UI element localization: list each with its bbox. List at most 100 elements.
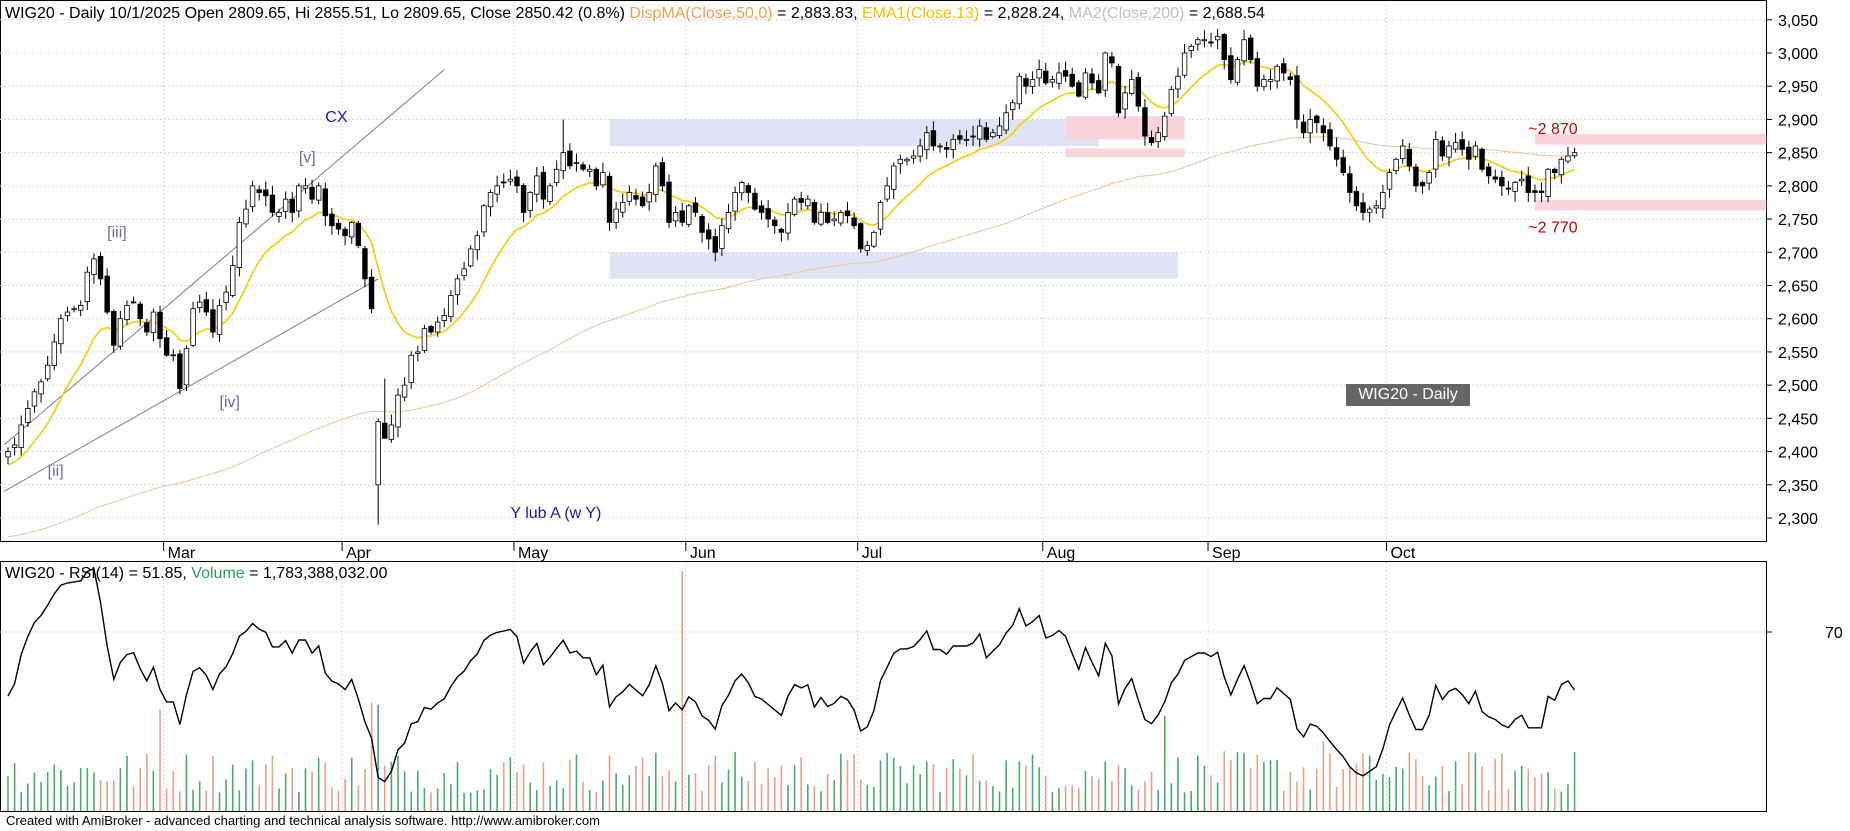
candle-up — [1400, 145, 1406, 160]
candle-up — [487, 192, 494, 208]
candle-down — [593, 168, 599, 187]
candle-up — [243, 208, 249, 225]
y-tick-label: 2,600 — [1778, 312, 1818, 329]
candle-down — [309, 186, 315, 200]
candle-up — [190, 308, 196, 346]
candle-up — [91, 258, 97, 275]
wave-label: ~2 870 — [1528, 121, 1577, 138]
candle-down — [712, 236, 718, 253]
candle-up — [653, 165, 659, 196]
candle-up — [1188, 45, 1194, 51]
x-tick-label: Apr — [346, 545, 372, 562]
candle-down — [137, 303, 143, 320]
candle-down — [1353, 191, 1360, 207]
candle-down — [170, 354, 176, 357]
candle-down — [1485, 166, 1492, 177]
grid-lines — [0, 1, 1766, 811]
candle-down — [851, 217, 857, 227]
candle-up — [38, 381, 44, 395]
candle-up — [1102, 52, 1108, 91]
candle-down — [659, 162, 666, 187]
candle-up — [527, 192, 533, 211]
candle-up — [78, 305, 84, 311]
candle-down — [1221, 34, 1227, 61]
candle-up — [84, 271, 91, 303]
candle-down — [368, 276, 375, 310]
candle-up — [838, 212, 844, 224]
ma200-path — [7, 136, 1575, 538]
x-axis-ticks: Mar Apr May Jun Jul Aug Sep Oct — [163, 541, 1416, 562]
candle-up — [1426, 172, 1432, 184]
candle-up — [553, 168, 560, 183]
candle-down — [97, 255, 104, 280]
rsi-header: WIG20 - RSI(14) = 51.85, — [5, 565, 191, 582]
candle-down — [520, 184, 527, 213]
candle-up — [18, 424, 24, 448]
candle-up — [672, 212, 679, 222]
candle-up — [434, 321, 441, 333]
y-tick-label: 2,750 — [1778, 212, 1818, 229]
candle-down — [1347, 173, 1353, 193]
ma50-value: = 2,883.83, — [777, 5, 862, 22]
candle-up — [560, 152, 566, 172]
candle-down — [1069, 73, 1075, 87]
candle-up — [626, 192, 633, 202]
y-tick-label: 2,650 — [1778, 279, 1818, 296]
candle-up — [831, 218, 837, 222]
candle-up — [467, 248, 474, 267]
candle-down — [1552, 168, 1558, 173]
candle-down — [514, 176, 520, 187]
candle-up — [1122, 92, 1128, 110]
candle-up — [1366, 208, 1373, 213]
candle-up — [600, 172, 606, 186]
candle-down — [1360, 202, 1366, 213]
candle-down — [1300, 121, 1307, 134]
x-tick-label: Sep — [1212, 545, 1241, 562]
candle-up — [216, 305, 223, 335]
candle-up — [725, 212, 732, 230]
candle-up — [1168, 89, 1175, 114]
ma200-label: MA2(Close,200) — [1069, 5, 1185, 22]
candle-up — [58, 318, 64, 345]
candle-up — [375, 421, 381, 486]
candle-down — [362, 248, 368, 280]
candle-up — [421, 328, 428, 351]
candle-up — [1082, 72, 1089, 98]
rsi-path — [7, 567, 1576, 783]
candle-down — [1115, 65, 1122, 114]
candle-up — [474, 235, 481, 251]
candle-up — [223, 291, 229, 303]
candle-up — [1373, 205, 1379, 209]
candle-down — [778, 228, 785, 233]
candle-down — [633, 195, 639, 200]
candle-down — [329, 213, 335, 227]
volume-bars — [7, 571, 1576, 811]
y-tick-label: 2,800 — [1778, 179, 1818, 196]
header-info: WIG20 - Daily 10/1/2025 Open 2809.65, Hi… — [5, 5, 625, 22]
candle-down — [1247, 37, 1254, 61]
candle-up — [302, 185, 309, 189]
candle-up — [976, 125, 983, 140]
candle-down — [269, 194, 276, 213]
candle-up — [196, 301, 203, 309]
candle-up — [1512, 182, 1518, 192]
pink-zone — [1534, 134, 1767, 145]
candle-down — [1439, 140, 1446, 157]
candle-up — [388, 424, 395, 440]
candle-up — [454, 278, 461, 296]
candle-up — [1195, 39, 1201, 45]
upper-channel-line — [3, 69, 445, 446]
chart-watermark: WIG20 - Daily — [1346, 384, 1470, 406]
candle-up — [51, 341, 57, 366]
candle-up — [1307, 119, 1313, 134]
candle-down — [144, 322, 150, 333]
candle-up — [183, 348, 190, 386]
candle-up — [1274, 65, 1280, 82]
candle-up — [441, 314, 447, 321]
candle-down — [666, 181, 672, 223]
rsi-tick-label: 70 — [1825, 625, 1843, 642]
x-tick-label: Mar — [168, 545, 196, 562]
candle-down — [1095, 80, 1102, 94]
candle-down — [256, 189, 262, 193]
candle-up — [315, 185, 322, 201]
